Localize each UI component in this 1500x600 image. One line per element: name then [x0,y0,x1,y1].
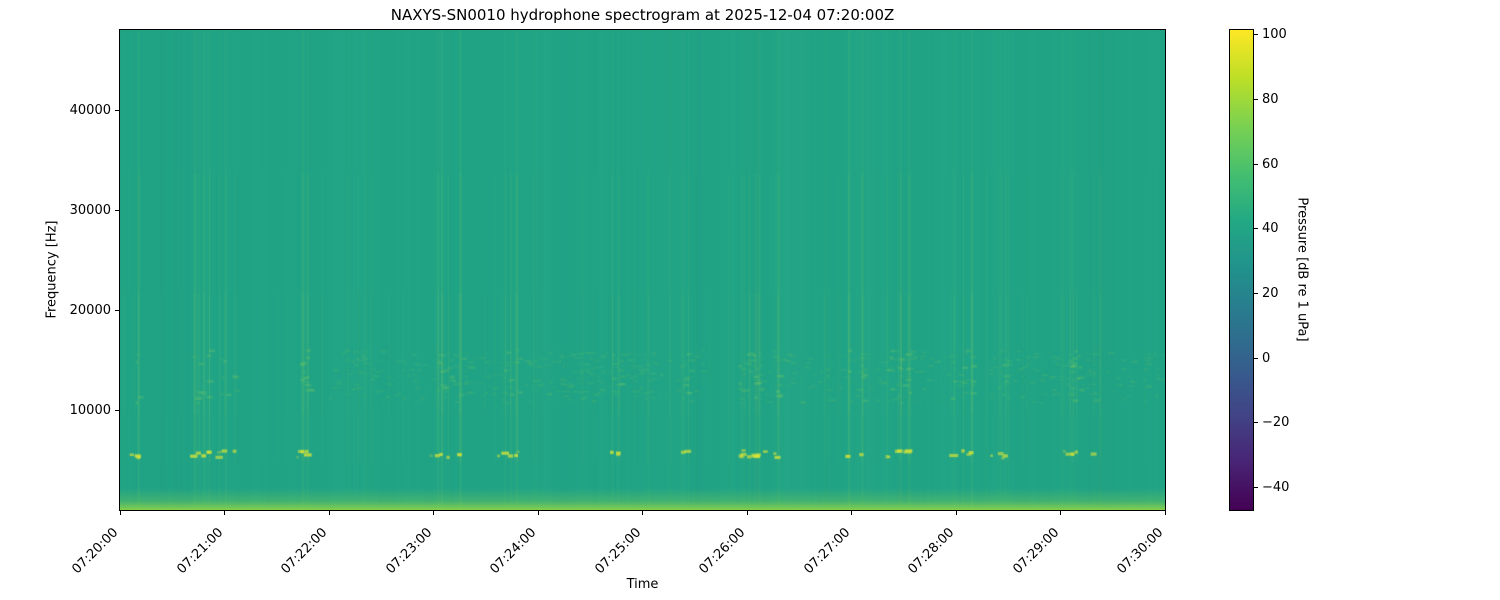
colorbar-tick-label: −40 [1262,479,1290,495]
colorbar-tick-label: 0 [1262,350,1271,366]
y-tick-label: 10000 [69,402,111,418]
colorbar-tick-mark [1254,292,1258,294]
x-tick-mark [328,511,330,515]
plot-area [119,29,1166,511]
colorbar-tick-label: 80 [1262,91,1279,107]
colorbar-tick-mark [1254,163,1258,165]
x-tick-mark [955,511,957,515]
colorbar-tick-mark [1254,34,1258,36]
x-tick-mark [119,511,121,515]
colorbar [1229,29,1254,511]
x-tick-label: 07:20:00 [69,525,122,578]
colorbar-tick-label: 20 [1262,285,1279,301]
x-tick-mark [1060,511,1061,515]
x-tick-mark [851,511,852,515]
chart-title: NAXYS-SN0010 hydrophone spectrogram at 2… [390,6,895,24]
y-tick-mark [115,409,119,411]
y-tick-mark [115,209,119,211]
y-tick-label: 20000 [69,302,111,318]
y-tick-mark [115,309,119,311]
colorbar-label: Pressure [dB re 1 uPa] [1294,197,1310,342]
y-tick-label: 40000 [69,102,111,118]
y-tick-label: 30000 [69,202,111,218]
x-axis-label: Time [626,577,659,592]
colorbar-tick-label: 60 [1262,156,1279,172]
x-tick-mark [537,511,539,515]
x-tick-mark [1164,511,1166,515]
colorbar-tick-label: 40 [1262,221,1279,237]
colorbar-tick-mark [1254,422,1258,424]
y-tick-mark [115,109,119,111]
colorbar-tick-mark [1254,98,1258,100]
x-tick-mark [224,511,225,515]
colorbar-tick-mark [1254,486,1258,488]
x-tick-mark [746,511,748,515]
colorbar-tick-label: 100 [1262,27,1287,43]
colorbar-tick-mark [1254,357,1258,359]
x-tick-mark [642,511,643,515]
x-tick-mark [433,511,434,515]
colorbar-tick-label: −20 [1262,415,1290,431]
colorbar-tick-mark [1254,228,1258,230]
spectrogram-image [120,30,1165,510]
